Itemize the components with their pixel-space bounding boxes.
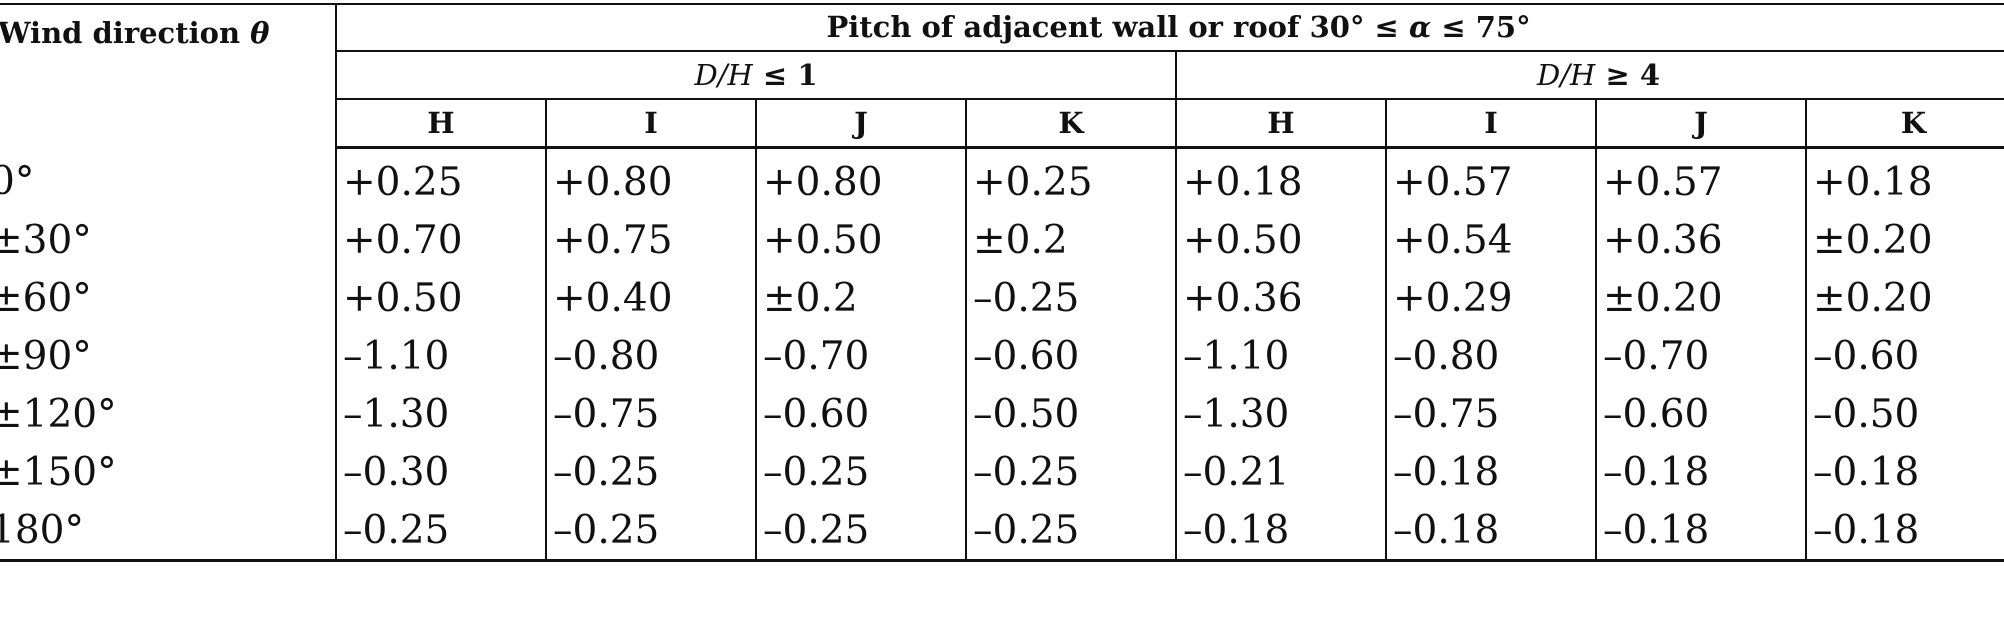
coefficient-cell: –0.18	[1813, 449, 1920, 495]
coefficient-cell: –0.60	[1596, 385, 1807, 443]
wind-direction-cell: ±90°	[0, 327, 337, 385]
coefficient-cell: –1.10	[1176, 327, 1387, 385]
coefficient-cell: +0.18	[1813, 159, 1933, 205]
zone-column-header: J	[1596, 99, 1807, 149]
wind-direction-cell: ±120°	[0, 385, 337, 443]
coefficient-cell: –1.10	[336, 327, 547, 385]
coefficient-cell: ±0.20	[1813, 275, 1933, 321]
table-row: ±30° +0.70 +0.75 +0.50 ±0.2 +0.50 +0.54 +0.36 ±0…	[0, 211, 2004, 269]
coefficient-cell: –0.50	[1813, 391, 1920, 437]
zone-column-header: K	[1806, 99, 2004, 149]
coefficient-cell: +0.29	[1386, 269, 1597, 327]
coefficient-cell: +0.40	[546, 269, 757, 327]
coefficient-cell: +0.70	[336, 211, 547, 269]
coefficient-cell: –0.80	[1386, 327, 1597, 385]
coefficient-cell: –0.18	[1386, 443, 1597, 501]
coefficient-cell: –0.60	[966, 327, 1177, 385]
coefficient-cell: –1.30	[336, 385, 547, 443]
coefficient-cell: –0.60	[756, 385, 967, 443]
coefficient-cell: –0.25	[336, 501, 547, 562]
zone-column-header: H	[1176, 99, 1387, 149]
coefficient-cell: –0.25	[756, 443, 967, 501]
coefficient-cell: +0.54	[1386, 211, 1597, 269]
coefficient-cell: –0.25	[546, 443, 757, 501]
coefficient-cell: +0.50	[1176, 211, 1387, 269]
coefficient-cell: +0.57	[1386, 147, 1597, 211]
table-row: ±120° –1.30 –0.75 –0.60 –0.50 –1.30 –0.75 –0.60…	[0, 385, 2004, 443]
wind-direction-cell: ±60°	[0, 269, 337, 327]
coefficient-cell: –0.18	[1596, 443, 1807, 501]
coefficient-cell: +0.25	[966, 147, 1177, 211]
coefficient-cell: +0.80	[546, 147, 757, 211]
coefficient-cell: +0.75	[546, 211, 757, 269]
coefficient-cell: –0.75	[546, 385, 757, 443]
coefficient-cell: ±0.20	[1596, 269, 1807, 327]
coefficient-cell: –0.25	[966, 443, 1177, 501]
coefficient-cell: –0.18	[1596, 501, 1807, 562]
coefficient-cell: –0.30	[336, 443, 547, 501]
coefficient-cell: +0.57	[1596, 147, 1807, 211]
coefficient-cell: –0.18	[1176, 501, 1387, 562]
coefficient-cell: –0.25	[546, 501, 757, 562]
coefficient-cell: +0.36	[1596, 211, 1807, 269]
wind-direction-cell: 180°	[0, 501, 337, 562]
pressure-coefficient-table-wrapper: Wind direction θ Pitch of adjacent wall …	[0, 4, 2004, 562]
coefficient-cell: –0.60	[1813, 333, 1920, 379]
table-row: ±150° –0.30 –0.25 –0.25 –0.25 –0.21 –0.18 –0.18…	[0, 443, 2004, 501]
coefficient-cell: –0.25	[966, 269, 1177, 327]
zone-column-header: K	[966, 99, 1177, 149]
coefficient-cell: +0.50	[756, 211, 967, 269]
coefficient-cell: +0.50	[336, 269, 547, 327]
coefficient-cell: –0.70	[1596, 327, 1807, 385]
wind-direction-header: Wind direction θ	[0, 4, 337, 148]
coefficient-cell: +0.80	[756, 147, 967, 211]
coefficient-cell: –0.80	[546, 327, 757, 385]
group-header-dh-le-1: D/H ≤ 1	[336, 51, 1177, 100]
coefficient-cell: +0.18	[1176, 147, 1387, 211]
wind-direction-cell: ±30°	[0, 211, 337, 269]
table-row: ±90° –1.10 –0.80 –0.70 –0.60 –1.10 –0.80 –0.70–…	[0, 327, 2004, 385]
coefficient-cell: –0.21	[1176, 443, 1387, 501]
pressure-coefficient-table: Wind direction θ Pitch of adjacent wall …	[0, 4, 2004, 562]
table-row: ±60° +0.50 +0.40 ±0.2 –0.25 +0.36 +0.29 ±0.20 ±0…	[0, 269, 2004, 327]
coefficient-cell: –0.25	[756, 501, 967, 562]
coefficient-cell: ±0.2	[756, 269, 967, 327]
coefficient-cell: –0.25	[966, 501, 1177, 562]
coefficient-cell: +0.36	[1176, 269, 1387, 327]
zone-column-header: H	[336, 99, 547, 149]
coefficient-cell: –0.50	[966, 385, 1177, 443]
coefficient-cell: –0.75	[1386, 385, 1597, 443]
coefficient-cell: –0.18	[1386, 501, 1597, 562]
table-row: 0°+0.25+0.80+0.80+0.25+0.18+0.57+0.57+0.…	[0, 147, 2004, 211]
coefficient-cell: –0.18	[1806, 501, 2004, 562]
coefficient-cell: +0.25	[336, 147, 547, 211]
zone-column-header: I	[546, 99, 757, 149]
group-header-dh-ge-4: D/H ≥ 4	[1176, 51, 2004, 100]
coefficient-cell: –1.30	[1176, 385, 1387, 443]
table-row: 180°–0.25–0.25–0.25–0.25–0.18–0.18–0.18–…	[0, 501, 2004, 562]
zone-column-header: J	[756, 99, 967, 149]
coefficient-cell: ±0.2	[966, 211, 1177, 269]
coefficient-cell: –0.70	[756, 327, 967, 385]
wind-direction-cell: ±150°	[0, 443, 337, 501]
pitch-header: Pitch of adjacent wall or roof 30° ≤ α ≤…	[336, 4, 2004, 52]
coefficient-cell: ±0.20	[1813, 217, 1933, 263]
wind-direction-cell: 0°	[0, 147, 337, 211]
zone-column-header: I	[1386, 99, 1597, 149]
